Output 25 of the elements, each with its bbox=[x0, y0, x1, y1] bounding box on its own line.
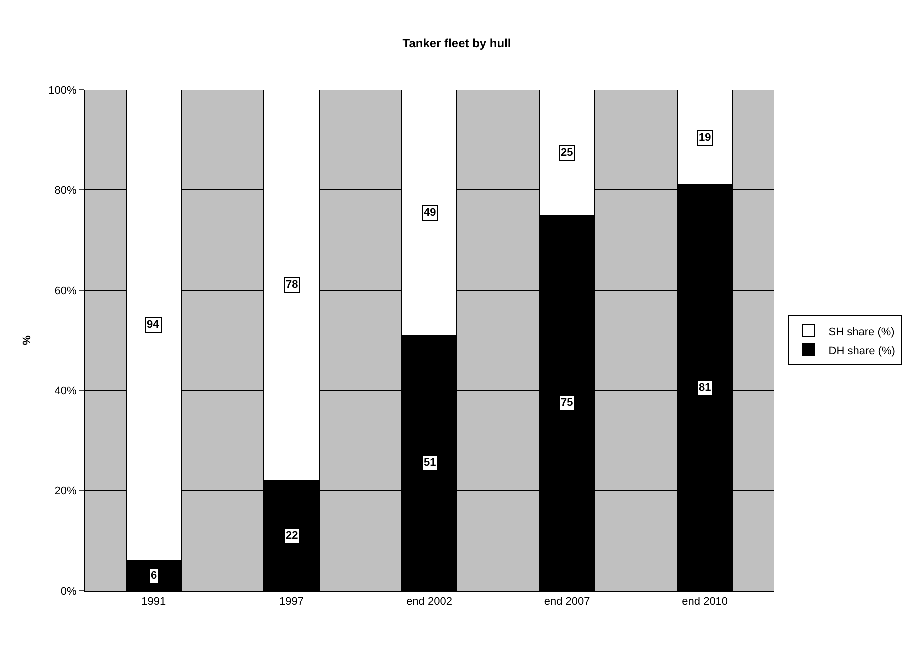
data-label: 19 bbox=[699, 132, 712, 144]
y-tick-label: 60% bbox=[54, 285, 78, 298]
y-tick-label: 100% bbox=[48, 84, 78, 97]
y-tick-label: 80% bbox=[54, 185, 78, 198]
data-label: 6 bbox=[151, 570, 158, 582]
y-axis-title: % bbox=[21, 335, 34, 346]
data-label: 81 bbox=[699, 382, 712, 394]
data-label: 25 bbox=[561, 147, 574, 159]
data-label: 49 bbox=[424, 207, 436, 219]
data-label: 94 bbox=[147, 319, 160, 331]
x-tick-label: end 2010 bbox=[682, 596, 728, 608]
data-label: 22 bbox=[286, 530, 298, 542]
data-label: 51 bbox=[424, 457, 436, 469]
x-tick-label: end 2002 bbox=[406, 596, 452, 608]
x-tick-label: end 2007 bbox=[544, 596, 590, 608]
data-label: 78 bbox=[286, 279, 298, 291]
legend-label: SH share (%) bbox=[828, 326, 895, 338]
y-tick-label: 20% bbox=[54, 486, 78, 498]
y-tick-label: 40% bbox=[54, 385, 78, 398]
x-tick-label: 1997 bbox=[279, 596, 304, 608]
y-tick-label: 0% bbox=[60, 586, 78, 598]
data-label: 75 bbox=[561, 397, 574, 409]
x-tick-label: 1991 bbox=[142, 596, 166, 608]
legend-label: DH share (%) bbox=[828, 345, 896, 358]
chart-title: Tanker fleet by hull bbox=[402, 36, 512, 50]
